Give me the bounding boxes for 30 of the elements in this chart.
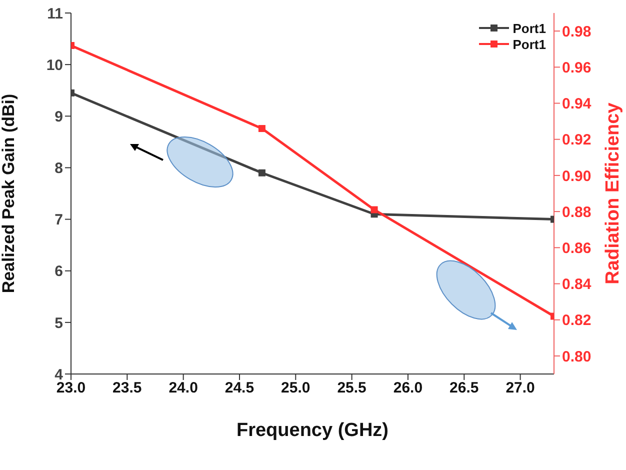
y-tick-label: 7: [54, 212, 63, 229]
y2-tick-label: 0.80: [562, 348, 592, 366]
y-tick-label: 5: [54, 314, 63, 332]
x-tick-label: 23.5: [112, 380, 142, 397]
x-tick-label: 26.0: [393, 380, 423, 397]
x-axis-title: Frequency (GHz): [236, 420, 389, 441]
x-tick-label: 25.0: [281, 380, 310, 397]
y2-tick-label: 0.82: [562, 312, 592, 330]
x-tick-label: 24.0: [168, 380, 198, 397]
y2-tick-label: 0.88: [562, 204, 592, 221]
y2-tick-label: 0.84: [562, 276, 592, 294]
y2-tick-label: 0.94: [562, 96, 592, 113]
y-tick-label: 8: [54, 160, 63, 178]
x-tick-label: 24.5: [224, 380, 254, 397]
y-tick-label: 6: [54, 263, 63, 280]
y-tick-label: 11: [47, 5, 63, 22]
y-tick-label: 9: [54, 108, 63, 126]
y2-axis-title: Radiation Efficiency: [602, 102, 624, 284]
y2-tick-label: 0.96: [562, 59, 592, 76]
x-tick-label: 25.5: [337, 380, 366, 397]
y2-tick-label: 0.86: [562, 240, 592, 257]
legend-label: Port1: [512, 36, 546, 52]
x-tick-label: 26.5: [450, 380, 479, 397]
y-axis-title: Realized Peak Gain (dBi): [0, 94, 18, 294]
y-tick-label: 10: [46, 56, 63, 74]
y2-tick-label: 0.90: [562, 168, 592, 185]
y2-tick-label: 0.98: [562, 23, 592, 40]
legend-label: Port1: [512, 20, 546, 36]
x-tick-label: 27.0: [506, 380, 535, 397]
y2-tick-label: 0.92: [562, 132, 592, 149]
